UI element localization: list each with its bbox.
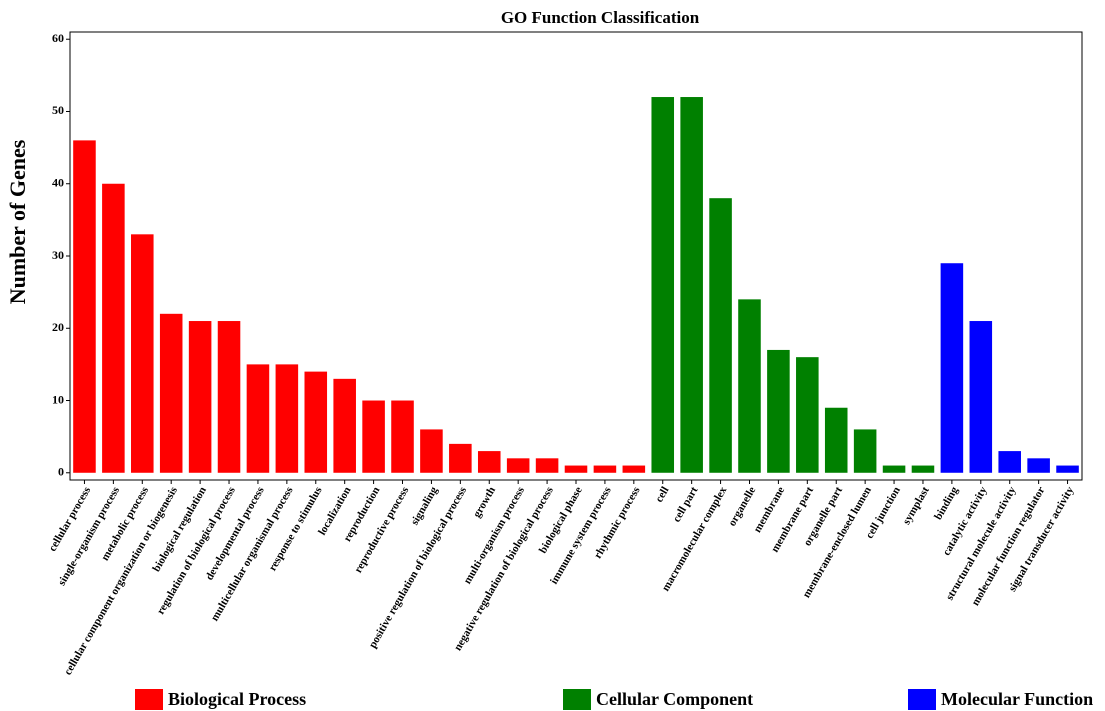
x-tick-label: organelle: [726, 485, 758, 529]
x-tick-label: binding: [932, 484, 961, 522]
y-tick-label: 30: [52, 248, 64, 262]
y-tick-label: 40: [52, 175, 64, 189]
bar: [564, 465, 588, 473]
legend-swatch: [135, 689, 163, 710]
y-tick-label: 50: [52, 103, 64, 117]
bar: [1056, 465, 1079, 473]
legend-swatch: [563, 689, 591, 710]
bar: [304, 371, 328, 473]
bar: [998, 451, 1021, 473]
bar: [477, 451, 501, 473]
bar: [246, 364, 270, 473]
bar: [217, 321, 241, 473]
bar: [709, 198, 732, 473]
bar: [420, 429, 443, 473]
legend-label: Molecular Function: [941, 689, 1093, 709]
bar: [911, 465, 935, 473]
bar: [131, 234, 154, 473]
bar: [275, 364, 299, 473]
bar: [940, 263, 964, 473]
x-tick-label: response to stimulus: [267, 484, 325, 573]
bar: [796, 357, 819, 473]
bar: [882, 465, 906, 473]
bar: [391, 400, 414, 473]
bar: [449, 443, 472, 473]
x-tick-label: growth: [471, 485, 498, 520]
x-tick-label: symplast: [901, 484, 932, 526]
bar: [824, 407, 848, 473]
bar: [767, 349, 790, 473]
bar: [188, 321, 212, 473]
legend-label: Cellular Component: [596, 689, 753, 709]
bar: [680, 97, 703, 473]
bar: [622, 465, 646, 473]
bar: [333, 378, 356, 473]
bar: [535, 458, 559, 473]
x-tick-label: reproductive process: [352, 484, 411, 575]
y-tick-label: 20: [52, 320, 64, 334]
bar: [159, 313, 183, 473]
bar: [73, 140, 96, 473]
y-axis-label: Number of Genes: [5, 139, 30, 304]
bar: [593, 465, 617, 473]
y-tick-label: 60: [52, 31, 64, 45]
x-tick-label: cell: [653, 485, 671, 505]
chart-title: GO Function Classification: [501, 8, 700, 27]
bar: [102, 183, 125, 473]
bar: [506, 458, 530, 473]
bar: [853, 429, 877, 473]
x-tick-label: biological regulation: [150, 485, 208, 574]
y-tick-label: 0: [58, 465, 64, 479]
bar: [362, 400, 385, 473]
bar: [651, 97, 675, 473]
legend-swatch: [908, 689, 936, 710]
x-tick-label: cell part: [671, 484, 701, 524]
bar: [738, 299, 761, 473]
bar: [969, 321, 993, 473]
bar: [1027, 458, 1050, 473]
legend-label: Biological Process: [168, 689, 306, 709]
x-tick-label: signaling: [409, 484, 441, 527]
y-tick-label: 10: [52, 392, 64, 406]
